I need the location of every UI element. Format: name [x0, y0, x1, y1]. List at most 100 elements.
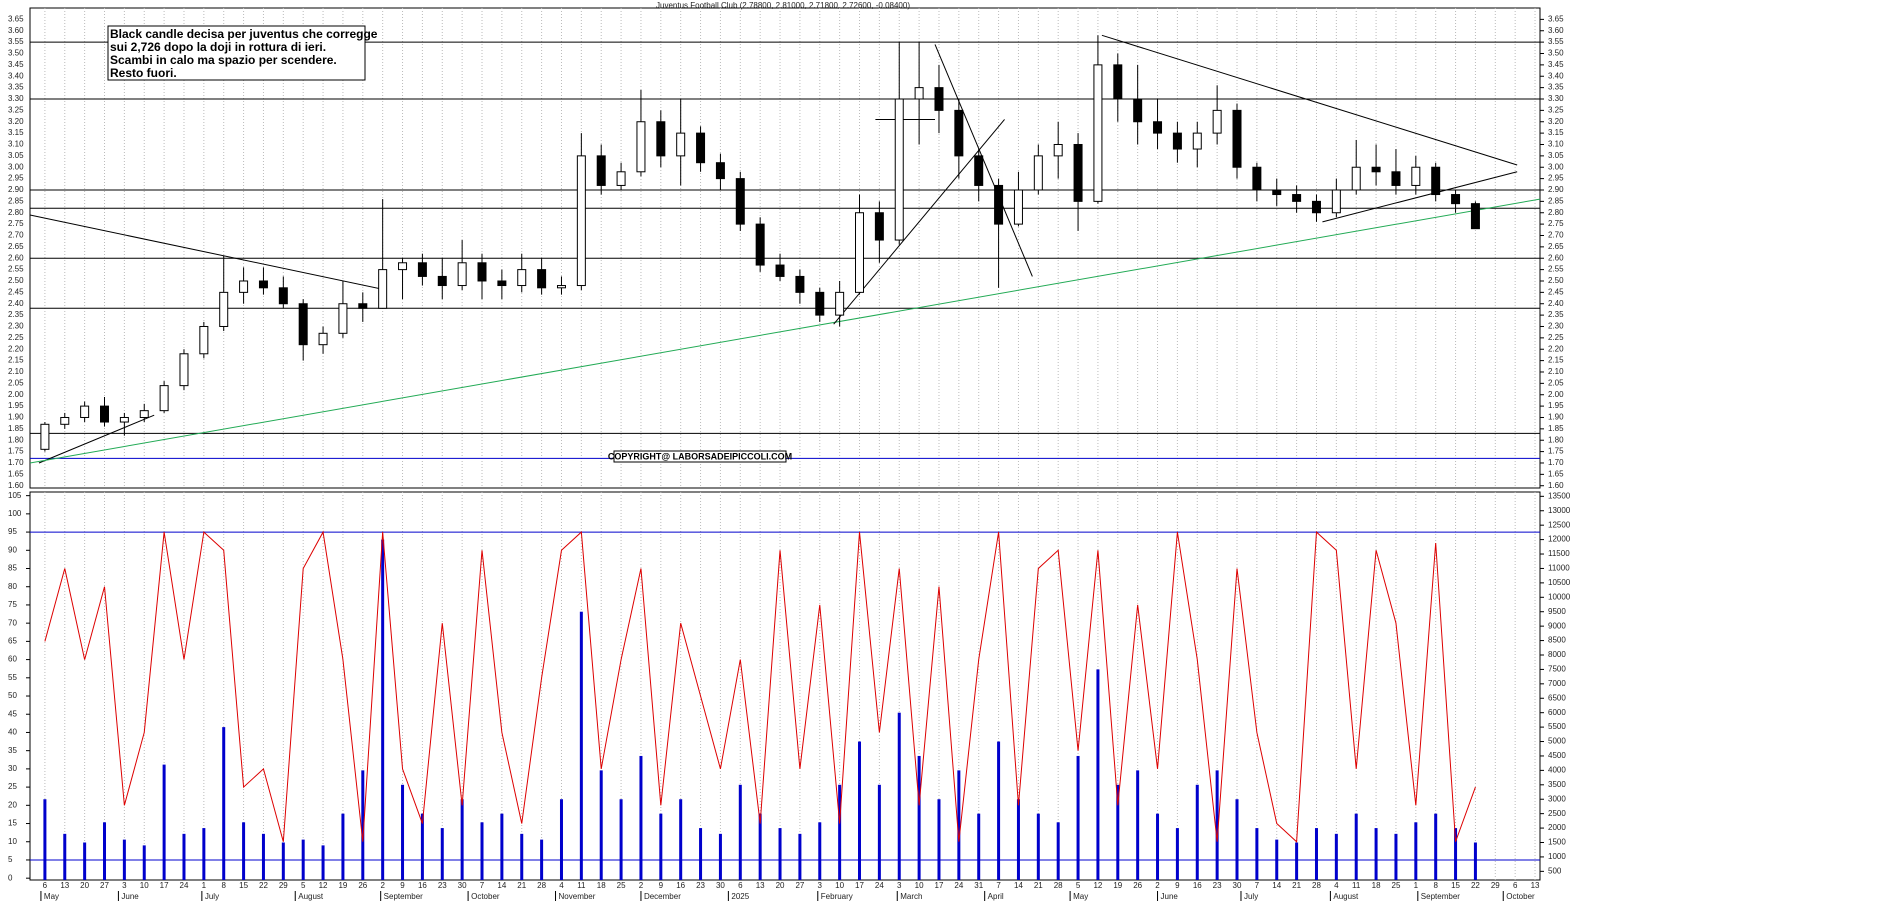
volume-tick-label: 6000 — [1548, 708, 1566, 717]
x-tick-label: 18 — [597, 881, 606, 890]
y-tick-label: 2.10 — [8, 367, 24, 376]
candle-body — [1073, 143, 1083, 202]
x-tick-label: 20 — [776, 881, 785, 890]
osc-tick-label: 95 — [8, 527, 17, 536]
month-label: August — [298, 892, 324, 901]
y-tick-label: 2.30 — [8, 322, 24, 331]
candle-body — [1272, 189, 1282, 196]
month-label: July — [1244, 892, 1258, 901]
y-tick-label: 3.35 — [1548, 83, 1564, 92]
candle-body — [318, 332, 328, 346]
volume-bar — [500, 813, 504, 880]
trendline — [38, 414, 155, 464]
annotation: Scambi in calo ma spazio per scendere. — [110, 53, 337, 67]
x-tick-label: 18 — [1372, 881, 1381, 890]
y-tick-label: 2.00 — [8, 390, 24, 399]
candle-body — [1192, 132, 1202, 150]
y-tick-label: 1.90 — [8, 413, 24, 422]
volume-bar — [182, 833, 186, 880]
y-tick-label: 2.75 — [1548, 219, 1564, 228]
price-frame — [29, 7, 1541, 489]
volume-tick-label: 5500 — [1548, 722, 1566, 731]
x-tick-label: 12 — [1093, 881, 1102, 890]
y-tick-label: 2.15 — [8, 356, 24, 365]
volume-tick-label: 12500 — [1548, 520, 1571, 529]
y-tick-label: 3.40 — [8, 71, 24, 80]
x-tick-label: 23 — [696, 881, 705, 890]
y-tick-label: 3.00 — [8, 162, 24, 171]
candle-body — [1351, 166, 1361, 191]
volume-tick-label: 13000 — [1548, 506, 1571, 515]
volume-bar — [798, 833, 802, 880]
y-tick-label: 3.65 — [1548, 14, 1564, 23]
volume-bar — [579, 611, 583, 880]
y-tick-label: 2.45 — [1548, 287, 1564, 296]
x-tick-label: 28 — [1312, 881, 1321, 890]
volume-bar — [957, 770, 961, 880]
volume-bar — [679, 799, 683, 880]
volume-bar — [858, 741, 862, 880]
candle-body — [974, 155, 984, 186]
annotation: Black candle decisa per juventus che cor… — [110, 27, 378, 41]
x-tick-label: 21 — [1292, 881, 1301, 890]
x-tick-label: 28 — [1054, 881, 1063, 890]
x-tick-label: 5 — [301, 881, 306, 890]
y-tick-label: 3.10 — [8, 140, 24, 149]
volume-bar — [897, 712, 901, 880]
osc-tick-label: 20 — [8, 800, 17, 809]
candle-body — [179, 353, 189, 387]
candle-body — [219, 291, 229, 327]
volume-bar — [977, 813, 981, 880]
volume-bar — [1434, 813, 1438, 880]
volume-bar — [1255, 828, 1259, 880]
volume-bar — [1473, 842, 1477, 880]
y-tick-label: 3.45 — [8, 60, 24, 69]
volume-bar — [917, 755, 921, 880]
month-label: March — [900, 892, 922, 901]
volume-bar — [1354, 813, 1358, 880]
y-tick-label: 2.90 — [8, 185, 24, 194]
volume-bar — [1016, 799, 1020, 880]
month-label: August — [1333, 892, 1359, 901]
candle-body — [994, 184, 1004, 225]
x-tick-label: 22 — [1471, 881, 1480, 890]
volume-bar — [103, 822, 107, 880]
x-tick-label: 23 — [1213, 881, 1222, 890]
x-tick-label: 31 — [974, 881, 983, 890]
candle-body — [437, 275, 447, 287]
x-tick-label: 30 — [1233, 881, 1242, 890]
candle-body — [199, 325, 209, 355]
volume-tick-label: 8000 — [1548, 650, 1566, 659]
trendline — [29, 198, 1541, 464]
osc-tick-label: 90 — [8, 545, 17, 554]
month-label: September — [1421, 892, 1460, 901]
volume-bar — [122, 839, 126, 880]
osc-tick-label: 15 — [8, 819, 17, 828]
volume-tick-label: 11000 — [1548, 564, 1570, 573]
volume-bar — [1374, 828, 1378, 880]
candle-body — [1431, 166, 1441, 196]
candle-body — [636, 121, 646, 173]
candle-body — [1331, 189, 1341, 214]
y-tick-label: 1.95 — [8, 401, 24, 410]
candle-body — [298, 303, 308, 346]
candle-body — [100, 405, 110, 423]
volume-tick-label: 7000 — [1548, 679, 1566, 688]
candle-body — [795, 275, 805, 293]
candle-body — [1411, 166, 1421, 186]
y-tick-label: 3.25 — [1548, 105, 1564, 114]
volume-tick-label: 11500 — [1548, 549, 1570, 558]
x-tick-label: 29 — [279, 881, 288, 890]
y-tick-label: 1.80 — [1548, 435, 1564, 444]
y-tick-label: 2.30 — [1548, 322, 1564, 331]
candle-body — [258, 280, 268, 289]
y-tick-label: 1.75 — [8, 447, 24, 456]
volume-tick-label: 4000 — [1548, 765, 1566, 774]
volume-bar — [242, 822, 246, 880]
y-tick-label: 1.65 — [1548, 469, 1564, 478]
volume-tick-label: 5000 — [1548, 737, 1566, 746]
candle-body — [239, 280, 249, 293]
x-tick-label: 5 — [1076, 881, 1081, 890]
candle-body — [1292, 194, 1302, 202]
